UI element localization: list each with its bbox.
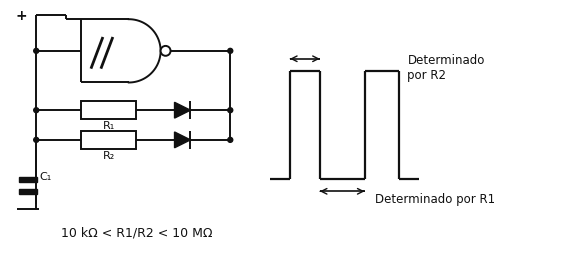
Text: +: +: [15, 9, 27, 23]
Bar: [81, 101, 136, 119]
Circle shape: [34, 137, 39, 142]
Bar: [81, 131, 136, 149]
Text: R₂: R₂: [103, 151, 115, 161]
Bar: [19, 189, 37, 194]
Bar: [19, 177, 37, 183]
Text: Determinado por R1: Determinado por R1: [374, 193, 495, 206]
Text: C₁: C₁: [39, 173, 51, 183]
Text: R₁: R₁: [103, 121, 115, 131]
Circle shape: [228, 48, 233, 53]
Circle shape: [228, 137, 233, 142]
Polygon shape: [175, 102, 190, 118]
Circle shape: [160, 46, 171, 56]
Circle shape: [34, 108, 39, 113]
Circle shape: [34, 48, 39, 53]
Text: Determinado
por R2: Determinado por R2: [408, 54, 485, 82]
Text: 10 kΩ < R1/R2 < 10 MΩ: 10 kΩ < R1/R2 < 10 MΩ: [61, 227, 213, 240]
Polygon shape: [175, 132, 190, 148]
Circle shape: [228, 108, 233, 113]
